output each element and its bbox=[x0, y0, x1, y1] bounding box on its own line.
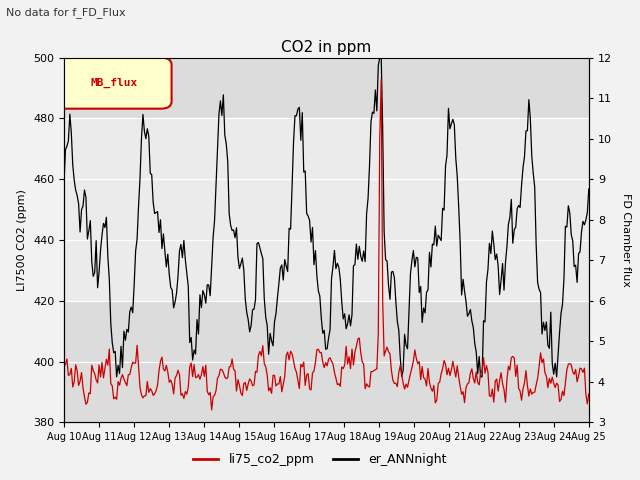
Text: No data for f_FD_Flux: No data for f_FD_Flux bbox=[6, 7, 126, 18]
Y-axis label: FD Chamber flux: FD Chamber flux bbox=[621, 193, 632, 287]
Legend: li75_co2_ppm, er_ANNnight: li75_co2_ppm, er_ANNnight bbox=[188, 448, 452, 471]
Text: MB_flux: MB_flux bbox=[90, 77, 138, 87]
Y-axis label: LI7500 CO2 (ppm): LI7500 CO2 (ppm) bbox=[17, 189, 28, 291]
Bar bbox=[64, 119, 589, 301]
Title: CO2 in ppm: CO2 in ppm bbox=[281, 40, 372, 55]
FancyBboxPatch shape bbox=[56, 58, 172, 108]
